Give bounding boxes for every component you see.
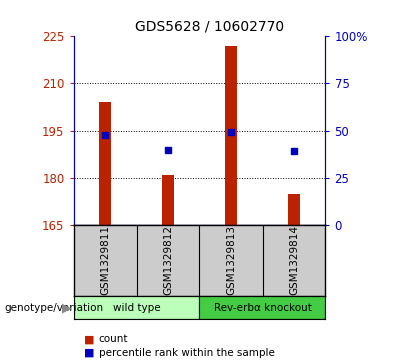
Bar bbox=[225, 46, 237, 225]
Bar bbox=[200, 296, 326, 319]
Text: ■: ■ bbox=[84, 334, 94, 344]
Point bbox=[228, 129, 234, 135]
Point bbox=[291, 148, 297, 154]
Text: Rev-erbα knockout: Rev-erbα knockout bbox=[213, 303, 312, 313]
Text: GSM1329812: GSM1329812 bbox=[163, 225, 173, 295]
Point bbox=[102, 132, 108, 138]
Text: GSM1329811: GSM1329811 bbox=[100, 225, 110, 295]
Point bbox=[165, 147, 171, 152]
Text: count: count bbox=[99, 334, 128, 344]
Text: ■: ■ bbox=[84, 348, 94, 358]
Text: GSM1329814: GSM1329814 bbox=[289, 225, 299, 295]
Text: ▶: ▶ bbox=[62, 301, 71, 314]
Bar bbox=[162, 175, 174, 225]
Text: wild type: wild type bbox=[113, 303, 160, 313]
Bar bbox=[74, 296, 200, 319]
Bar bbox=[100, 102, 111, 225]
Bar bbox=[288, 193, 299, 225]
Text: GDS5628 / 10602770: GDS5628 / 10602770 bbox=[135, 20, 285, 34]
Text: GSM1329813: GSM1329813 bbox=[226, 225, 236, 295]
Text: percentile rank within the sample: percentile rank within the sample bbox=[99, 348, 275, 358]
Text: genotype/variation: genotype/variation bbox=[4, 303, 103, 313]
